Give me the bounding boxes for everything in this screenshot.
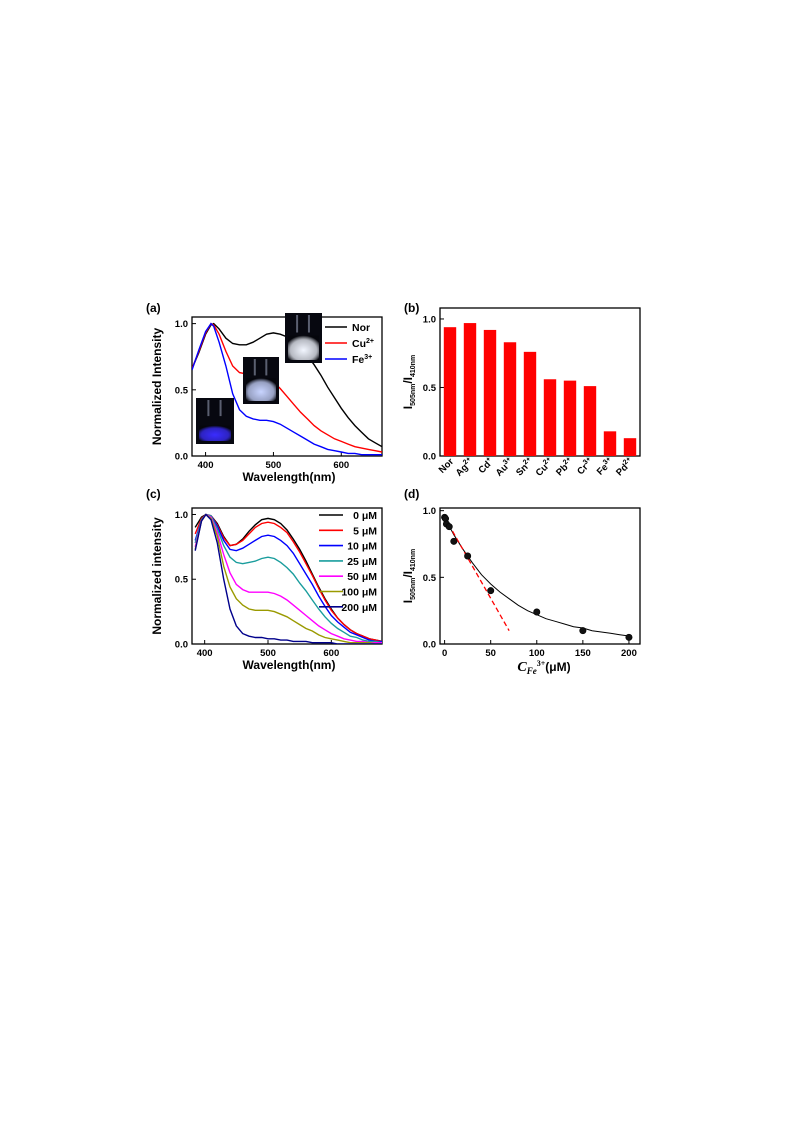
x-tick-label: 600 (333, 460, 349, 471)
data-point (579, 627, 587, 635)
data-point (450, 537, 458, 545)
bar (443, 327, 457, 456)
x-axis-label: CFe3+(μM) (517, 659, 570, 676)
y-tick-label: 1.0 (423, 314, 436, 325)
y-tick-label: 0.5 (423, 573, 437, 584)
x-tick-label: 50 (485, 648, 496, 659)
y-tick-label: 1.0 (175, 510, 188, 521)
cuvette-photo-fe (196, 398, 234, 444)
x-tick-label: Sn2+ (513, 456, 536, 479)
x-tick-label: Cd+ (476, 456, 496, 476)
y-tick-label: 0.5 (175, 385, 189, 396)
legend-label: 5 μM (353, 525, 377, 537)
series-line (194, 513, 382, 643)
x-tick-label: 400 (198, 460, 214, 471)
linear-fit-line (444, 517, 510, 631)
legend-label: Cu2+ (352, 338, 374, 350)
bar (543, 379, 557, 456)
series-line (194, 513, 382, 643)
y-axis-label: Normalized Intensity (150, 327, 164, 445)
series-line (194, 513, 382, 644)
data-point (625, 633, 633, 641)
panel-label: (c) (146, 487, 161, 501)
y-axis-label: Normalized intensity (150, 517, 164, 635)
y-tick-label: 0.5 (175, 575, 189, 586)
legend-label: 10 μM (347, 541, 377, 553)
data-point (533, 608, 541, 616)
cuvette-photo-cu (243, 357, 279, 404)
x-tick-label: 150 (575, 648, 591, 659)
x-tick-label: 600 (323, 648, 339, 659)
panel-label: (b) (404, 301, 419, 315)
series-line (194, 513, 382, 644)
bar (523, 351, 537, 456)
y-tick-label: 0.0 (175, 452, 188, 463)
legend-label: 50 μM (347, 571, 377, 583)
panel-label: (d) (404, 487, 419, 501)
x-tick-label: 500 (265, 460, 281, 471)
x-tick-label: Cu2+ (533, 456, 556, 479)
x-tick-label: 200 (621, 648, 637, 659)
legend-label: 25 μM (347, 556, 377, 568)
x-tick-label: Nor (437, 456, 457, 476)
y-axis-label: I505nm/I410nm (401, 549, 417, 603)
legend-label: Fe3+ (352, 354, 372, 366)
legend-label: Nor (352, 322, 370, 334)
x-tick-label: 500 (260, 648, 276, 659)
plot-frame (439, 507, 641, 645)
series-line (194, 513, 382, 644)
x-axis-label: Wavelength(nm) (243, 658, 336, 672)
legend-label: 200 μM (341, 602, 377, 614)
bar (503, 342, 517, 456)
series-line (192, 322, 382, 448)
bar (583, 386, 597, 456)
x-axis-label: Wavelength(nm) (243, 470, 336, 484)
cuvette-photo-nor (285, 313, 322, 363)
x-tick-label: 400 (197, 648, 213, 659)
y-tick-label: 0.0 (423, 640, 436, 651)
series-line (192, 322, 382, 453)
x-tick-label: Fe3+ (594, 456, 616, 478)
y-tick-label: 0.0 (175, 640, 188, 651)
x-tick-label: Pb2+ (553, 456, 576, 479)
y-tick-label: 0.0 (423, 452, 436, 463)
data-point (464, 552, 472, 560)
x-tick-label: 0 (442, 648, 447, 659)
data-point (487, 587, 495, 595)
y-tick-label: 1.0 (175, 319, 188, 330)
bar (603, 431, 617, 456)
fit-curve (444, 517, 629, 637)
plot-frame (439, 307, 641, 457)
panel-d: (d) 0.0 0.5 1.0 0 50 100 150 200 I505nm/I410nm CFe… (401, 487, 641, 676)
y-tick-label: 1.0 (423, 506, 436, 517)
bar (623, 438, 637, 456)
x-tick-label: Pd2+ (613, 456, 636, 479)
x-tick-label: 100 (529, 648, 545, 659)
x-tick-label: Cr3+ (575, 456, 597, 478)
legend-label: 100 μM (341, 587, 377, 599)
bar (483, 329, 497, 456)
panel-label: (a) (146, 301, 161, 315)
plot-frame (191, 507, 383, 645)
bar (563, 380, 577, 456)
x-tick-label: Au3+ (493, 456, 516, 479)
y-axis-label: I505nm/I410nm (401, 355, 417, 409)
bar (463, 323, 477, 456)
series-line (192, 322, 382, 456)
y-tick-label: 0.5 (423, 383, 437, 394)
series-line (194, 513, 382, 644)
data-point (445, 523, 453, 531)
legend-label: 0 μM (353, 510, 377, 522)
x-tick-label: Ag2+ (453, 456, 476, 479)
